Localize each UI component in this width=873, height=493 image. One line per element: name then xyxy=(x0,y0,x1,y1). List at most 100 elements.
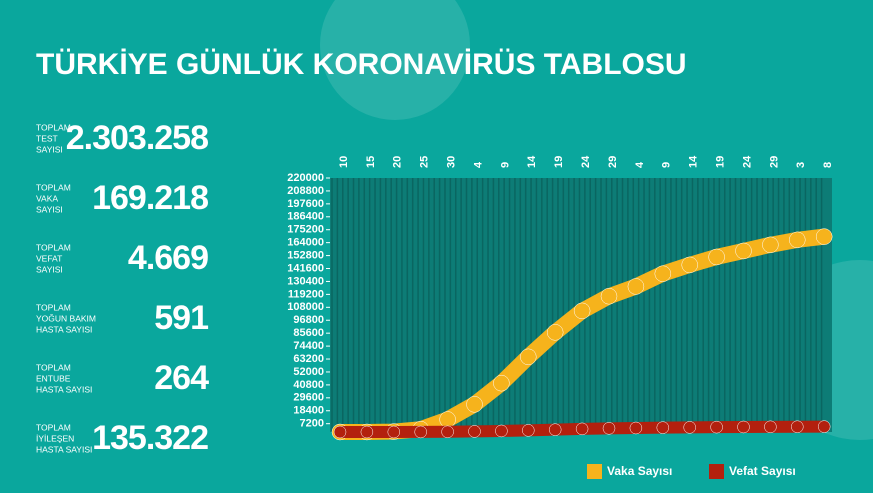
point xyxy=(522,424,535,437)
point xyxy=(439,411,456,428)
x-tick-label: 9 xyxy=(499,162,511,168)
point xyxy=(735,242,752,260)
point xyxy=(602,422,616,435)
x-tick-label: 25 xyxy=(419,156,431,168)
title: TÜRKİYE GÜNLÜK KORONAVİRÜS TABLOSU xyxy=(36,48,687,81)
point xyxy=(815,228,833,245)
stat-label: HASTA SAYISI xyxy=(36,384,92,394)
stat-label: TOPLAM xyxy=(36,242,71,252)
y-tick-label: 40800 xyxy=(293,379,324,391)
y-tick-label: 96800 xyxy=(293,314,324,326)
x-tick-label: 19 xyxy=(553,156,565,168)
stat-label: TOPLAM xyxy=(36,422,71,432)
point xyxy=(764,420,777,434)
x-tick-label: 9 xyxy=(661,162,673,168)
x-tick-label: 4 xyxy=(634,161,646,168)
point xyxy=(656,421,670,434)
point xyxy=(683,421,696,434)
point xyxy=(762,236,779,254)
y-tick-label: 29600 xyxy=(293,392,324,404)
legend-label: Vefat Sayısı xyxy=(729,464,796,478)
y-tick-label: 186400 xyxy=(287,211,324,223)
point xyxy=(708,248,725,266)
stat-label: VAKA xyxy=(36,193,58,203)
x-tick-label: 8 xyxy=(822,162,834,168)
point xyxy=(654,265,672,282)
stat-label: İYİLEŞEN xyxy=(36,433,74,443)
y-tick-label: 141600 xyxy=(287,262,324,274)
stat-label: SAYISI xyxy=(36,264,63,274)
point xyxy=(493,374,510,392)
legend-swatch xyxy=(587,464,602,479)
stat-value: 591 xyxy=(154,299,208,337)
y-tick-label: 7200 xyxy=(300,418,324,430)
y-tick-label: 108000 xyxy=(287,301,324,313)
legend-label: Vaka Sayısı xyxy=(607,464,672,478)
y-tick-label: 52000 xyxy=(293,366,324,378)
stat-label: TOPLAM xyxy=(36,302,71,312)
point xyxy=(333,425,347,439)
point xyxy=(600,287,618,305)
stat-value: 135.322 xyxy=(92,419,208,457)
stat-value: 2.303.258 xyxy=(66,119,208,157)
point xyxy=(573,302,591,320)
stat-label: YOĞUN BAKIM xyxy=(36,313,96,323)
point xyxy=(360,425,374,439)
point xyxy=(495,424,508,438)
point xyxy=(681,256,698,274)
stat-label: TEST xyxy=(36,133,58,143)
point xyxy=(817,420,831,433)
y-tick-label: 175200 xyxy=(287,224,324,236)
y-tick-label: 130400 xyxy=(287,275,324,287)
point xyxy=(414,425,427,439)
x-tick-label: 29 xyxy=(607,156,619,168)
x-tick-label: 30 xyxy=(446,156,458,168)
point xyxy=(710,420,723,434)
point xyxy=(468,425,481,438)
point xyxy=(441,425,454,439)
y-tick-label: 18400 xyxy=(293,405,324,417)
x-tick-label: 24 xyxy=(580,155,592,168)
y-tick-label: 197600 xyxy=(287,198,324,210)
x-tick-label: 4 xyxy=(472,161,484,168)
x-tick-label: 20 xyxy=(392,156,404,168)
stat-label: ENTUBE xyxy=(36,373,71,383)
point xyxy=(546,324,564,341)
stat-label: TOPLAM xyxy=(36,362,71,372)
point xyxy=(789,231,806,249)
point xyxy=(466,396,483,413)
point xyxy=(791,420,804,433)
y-tick-label: 119200 xyxy=(288,288,324,300)
y-tick-label: 220000 xyxy=(287,172,324,184)
y-tick-label: 208800 xyxy=(287,185,324,197)
x-tick-label: 14 xyxy=(688,155,700,168)
point xyxy=(575,422,589,436)
stat-label: SAYISI xyxy=(36,204,63,214)
point xyxy=(627,278,645,295)
point xyxy=(548,423,562,436)
y-tick-label: 164000 xyxy=(287,237,324,249)
stat-label: SAYISI xyxy=(36,144,63,154)
point xyxy=(387,425,401,439)
x-tick-label: 14 xyxy=(526,155,538,168)
point xyxy=(737,420,750,434)
x-tick-label: 10 xyxy=(338,156,350,168)
stat-label: VEFAT xyxy=(36,253,62,263)
x-tick-label: 3 xyxy=(795,162,807,168)
legend-swatch xyxy=(709,464,724,479)
y-tick-label: 63200 xyxy=(293,353,324,365)
x-tick-label: 24 xyxy=(741,155,753,168)
stat-label: TOPLAM xyxy=(36,122,71,132)
x-tick-label: 15 xyxy=(365,156,377,168)
stat-value: 4.669 xyxy=(128,239,208,277)
stat-label: HASTA SAYISI xyxy=(36,444,92,454)
stat-label: TOPLAM xyxy=(36,182,71,192)
x-tick-label: 19 xyxy=(715,156,727,168)
stat-label: HASTA SAYISI xyxy=(36,324,92,334)
y-tick-label: 85600 xyxy=(293,327,324,339)
y-tick-label: 74400 xyxy=(293,340,324,352)
point xyxy=(520,348,537,366)
stat-value: 264 xyxy=(154,359,209,397)
